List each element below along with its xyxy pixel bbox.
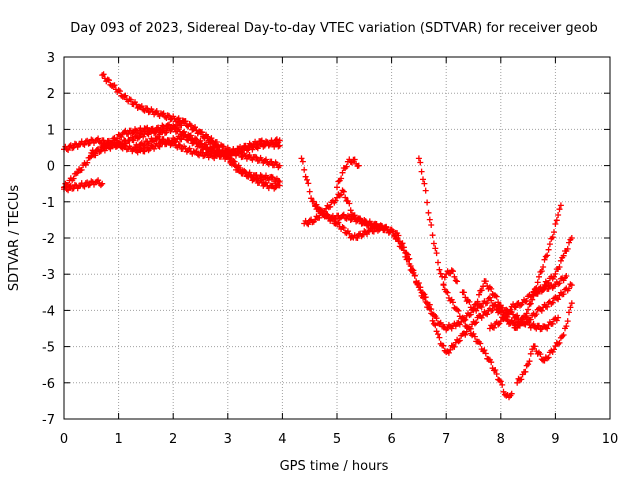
plot-frame <box>63 56 611 420</box>
x-tick-label: 5 <box>333 432 341 447</box>
chart-title: Day 093 of 2023, Sidereal Day-to-day VTE… <box>70 21 598 36</box>
x-tick-label: 1 <box>114 432 122 447</box>
series-markers <box>514 300 575 386</box>
x-tick-label: 2 <box>169 432 177 447</box>
y-tick-label: -6 <box>42 377 55 392</box>
x-tick-label: 6 <box>387 432 395 447</box>
series-sat-k <box>415 155 515 401</box>
y-tick-label: -4 <box>42 304 55 319</box>
series-sat-e <box>88 121 283 185</box>
data-points-layer <box>61 71 575 401</box>
y-tick-label: -5 <box>42 341 55 356</box>
y-tick-label: 0 <box>47 160 55 175</box>
x-tick-label: 7 <box>442 432 450 447</box>
x-tick-label: 8 <box>497 432 505 447</box>
series-markers <box>486 273 570 332</box>
series-sat-p <box>486 273 570 332</box>
series-markers <box>440 267 461 289</box>
x-tick-label: 9 <box>551 432 559 447</box>
y-tick-label: -2 <box>42 232 55 247</box>
y-axis-label: SDTVAR / TECUs <box>7 185 22 292</box>
series-sat-m <box>459 202 564 331</box>
x-tick-label: 3 <box>224 432 232 447</box>
series-markers <box>132 133 283 162</box>
y-tick-label: 1 <box>47 123 55 138</box>
series-sat-f <box>132 133 283 162</box>
series-sat-i <box>334 156 362 191</box>
series-sat-j <box>312 201 390 241</box>
x-tick-label: 4 <box>278 432 286 447</box>
x-tick-label: 10 <box>602 432 619 447</box>
x-tick-label: 0 <box>60 432 68 447</box>
series-markers <box>312 201 390 241</box>
series-markers <box>415 155 515 401</box>
series-sat-n <box>514 300 575 386</box>
y-tick-label: 3 <box>47 51 55 66</box>
grid-layer <box>64 57 610 419</box>
series-markers <box>334 156 362 191</box>
y-tick-label: -7 <box>42 413 55 428</box>
series-markers <box>459 202 564 331</box>
y-tick-label: 2 <box>47 87 55 102</box>
x-axis-label: GPS time / hours <box>280 459 389 474</box>
series-sat-l <box>440 267 461 289</box>
series-markers <box>88 121 283 185</box>
y-tick-label: -3 <box>42 268 55 283</box>
y-tick-label: -1 <box>42 196 55 211</box>
